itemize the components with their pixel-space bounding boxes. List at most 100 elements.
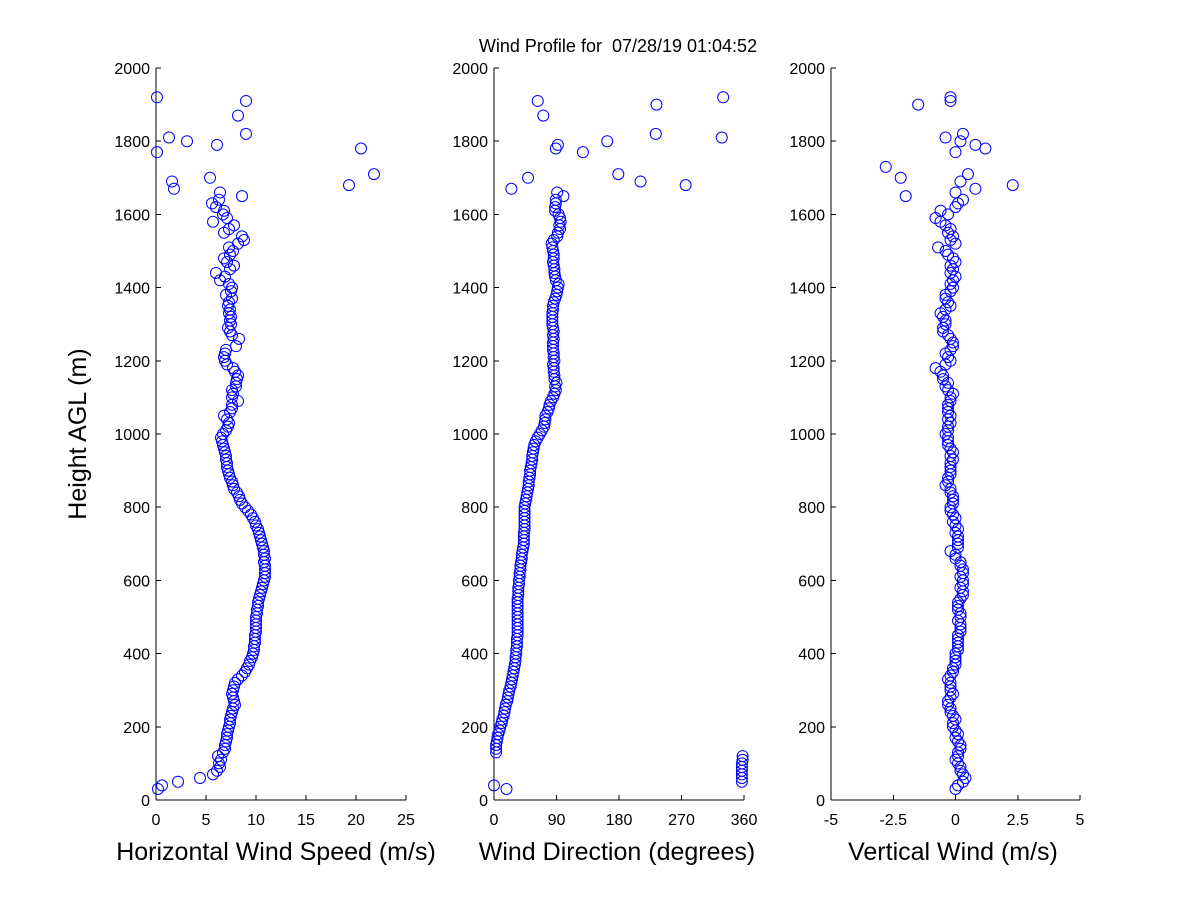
data-point	[939, 245, 952, 257]
data-point	[947, 490, 960, 503]
data-point	[240, 94, 252, 107]
y-tick-label: 800	[798, 500, 825, 517]
data-point	[944, 676, 957, 689]
data-point	[488, 779, 500, 792]
data-point	[951, 750, 964, 763]
data-point	[181, 135, 193, 148]
data-point	[232, 673, 244, 686]
data-point	[204, 171, 216, 184]
data-point	[232, 109, 244, 122]
data-point	[934, 204, 947, 217]
data-point	[956, 775, 969, 788]
data-point	[947, 281, 960, 294]
figure-title: Wind Profile for 07/28/19 01:04:52	[479, 36, 757, 56]
data-series	[879, 91, 1019, 796]
y-tick-label: 2000	[452, 61, 488, 78]
data-point	[944, 417, 957, 430]
y-tick-label: 1200	[452, 354, 488, 371]
y-tick-label: 1200	[789, 354, 825, 371]
x-tick-label: 15	[297, 812, 315, 829]
data-point	[499, 702, 512, 715]
data-point	[551, 138, 564, 151]
data-point	[947, 515, 960, 528]
data-point	[522, 171, 535, 184]
data-point	[230, 340, 242, 353]
data-point	[547, 299, 560, 312]
y-tick-label: 1600	[452, 207, 488, 224]
data-point	[552, 208, 565, 221]
data-point	[552, 277, 565, 290]
data-point	[944, 91, 957, 104]
data-point	[221, 255, 233, 268]
y-tick-label: 800	[123, 500, 150, 517]
y-tick-label: 2000	[789, 61, 825, 78]
data-point	[537, 109, 550, 122]
y-tick-label: 0	[816, 793, 825, 810]
x-tick-label: 25	[397, 812, 415, 829]
data-point	[215, 753, 227, 766]
data-point	[939, 131, 952, 144]
data-point	[218, 252, 230, 265]
y-tick-label: 1000	[452, 427, 488, 444]
data-point	[505, 182, 518, 195]
data-point	[912, 98, 925, 111]
data-point	[951, 629, 964, 642]
data-point	[210, 266, 222, 279]
data-point	[944, 501, 957, 514]
data-point	[495, 717, 508, 730]
data-point	[949, 146, 962, 159]
data-series	[488, 91, 749, 796]
data-point	[969, 138, 982, 151]
data-point	[947, 340, 960, 353]
data-point	[221, 212, 233, 225]
x-tick-label: 5	[202, 812, 211, 829]
y-tick-label: 1200	[114, 354, 150, 371]
data-point	[172, 775, 184, 788]
data-point	[1006, 179, 1019, 192]
y-tick-label: 1400	[114, 281, 150, 298]
data-point	[236, 190, 248, 203]
x-tick-label: -2.5	[879, 812, 907, 829]
data-point	[542, 402, 555, 415]
data-point	[951, 735, 964, 748]
data-point	[221, 413, 233, 426]
data-point	[937, 373, 950, 386]
data-point	[942, 406, 955, 419]
y-tick-label: 0	[479, 793, 488, 810]
subplot-3: 0 200 400 600 800 1000 1200 1400 1600 1800 2000 -5 -…	[789, 61, 1084, 866]
data-point	[951, 603, 964, 616]
data-point	[949, 647, 962, 660]
data-point	[947, 453, 960, 466]
data-point	[229, 676, 241, 689]
data-point	[151, 146, 163, 159]
data-point	[717, 91, 730, 104]
y-tick-label: 1000	[789, 427, 825, 444]
y-tick-label: 0	[141, 793, 150, 810]
data-point	[954, 175, 967, 188]
data-point	[498, 706, 511, 719]
data-point	[942, 438, 955, 451]
data-point	[224, 248, 236, 261]
data-point	[944, 395, 957, 408]
data-point	[949, 753, 962, 766]
data-point	[947, 497, 960, 510]
data-point	[951, 530, 964, 543]
data-point	[944, 391, 957, 404]
data-point	[224, 263, 236, 276]
data-point	[942, 226, 955, 239]
data-point	[944, 464, 957, 477]
data-point	[949, 255, 962, 268]
y-tick-label: 1800	[452, 134, 488, 151]
data-point	[490, 735, 503, 748]
data-point	[601, 135, 614, 148]
data-point	[151, 91, 163, 104]
data-point	[879, 160, 892, 173]
data-point	[551, 281, 564, 294]
y-tick-label: 1400	[452, 281, 488, 298]
x-axis-title: Wind Direction (degrees)	[479, 838, 756, 866]
data-point	[736, 753, 749, 766]
data-point	[944, 409, 957, 422]
